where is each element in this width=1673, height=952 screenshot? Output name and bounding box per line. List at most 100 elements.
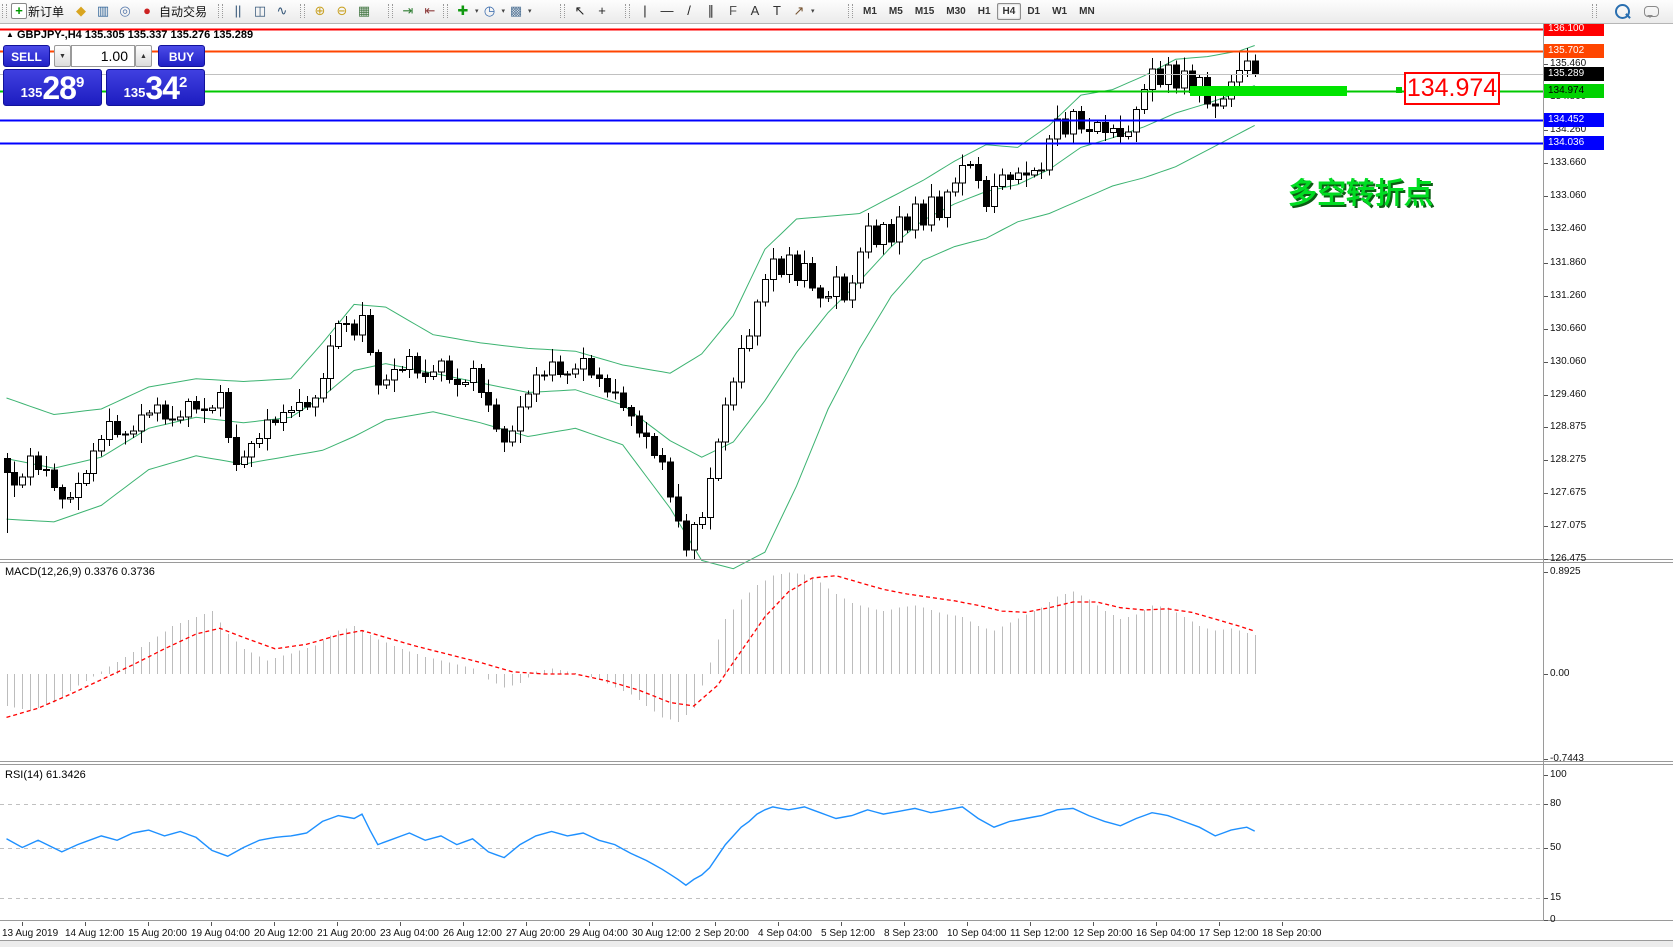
price-tick-label: 127.075 — [1543, 520, 1587, 531]
timeframe-mn[interactable]: MN — [1079, 5, 1095, 17]
timeframe-h4[interactable]: H4 — [996, 2, 1022, 20]
time-tick — [1030, 922, 1031, 926]
toolbar-group: ✚ ▾ ◷ ▾ ▩ ▾ — [443, 0, 532, 22]
time-tick — [778, 922, 779, 926]
macd-min-label: -0.7443 — [1544, 753, 1584, 764]
volume-decrease-button[interactable]: ▼ — [54, 45, 71, 67]
buy-button[interactable]: BUY — [158, 45, 205, 67]
new-order-button[interactable]: + — [11, 3, 27, 19]
zoom-in-icon[interactable]: ⊕ — [314, 3, 326, 18]
price-badge: 136.100 — [1544, 22, 1604, 36]
new-order-button-label[interactable]: 新订单 — [28, 4, 65, 19]
timeframe-m30[interactable]: M30 — [946, 5, 966, 17]
time-label: 2 Sep 20:00 — [695, 928, 749, 939]
arrows-icon-dropdown[interactable]: ▾ — [811, 8, 815, 15]
time-label: 27 Aug 20:00 — [506, 928, 565, 939]
timeframe-m5[interactable]: M5 — [888, 5, 903, 17]
time-tick — [967, 922, 968, 926]
sell-button[interactable]: SELL — [3, 45, 50, 67]
time-tick — [337, 922, 338, 926]
indicators-icon-dropdown[interactable]: ▾ — [475, 8, 479, 15]
arrows-icon[interactable]: ↗ — [793, 3, 805, 18]
time-tick — [211, 922, 212, 926]
candlestick-chart-icon[interactable]: ◫ — [253, 3, 267, 18]
autotrading-button-label[interactable]: 自动交易 — [159, 4, 208, 19]
time-label: 10 Sep 04:00 — [947, 928, 1007, 939]
price-tick-label: 129.460 — [1543, 389, 1587, 400]
autotrading-button[interactable]: ● — [143, 3, 151, 18]
timeframe-m15[interactable]: M15 — [914, 5, 935, 17]
time-label: 19 Aug 04:00 — [191, 928, 250, 939]
tile-windows-icon[interactable]: ▦ — [357, 3, 371, 18]
buy-price-big: 34 — [145, 70, 180, 106]
price-tick-label: 130.660 — [1543, 323, 1587, 334]
time-label: 17 Sep 12:00 — [1199, 928, 1259, 939]
text-icon[interactable]: A — [750, 3, 760, 18]
market-watch-icon[interactable]: ▥ — [96, 3, 110, 18]
time-tick — [904, 922, 905, 926]
time-label: 26 Aug 12:00 — [443, 928, 502, 939]
price-tick-label: 127.675 — [1543, 487, 1587, 498]
time-label: 29 Aug 04:00 — [569, 928, 628, 939]
timeframe-h1[interactable]: H1 — [977, 5, 991, 17]
price-badge: 135.289 — [1544, 67, 1604, 81]
text-label-icon[interactable]: T — [773, 3, 781, 18]
periods-icon[interactable]: ◷ — [483, 3, 496, 18]
time-tick — [1093, 922, 1094, 926]
price-badge: 135.702 — [1544, 44, 1604, 58]
time-tick — [1156, 922, 1157, 926]
price-tick-label: 132.460 — [1543, 223, 1587, 234]
timeframe-d1[interactable]: D1 — [1027, 5, 1041, 17]
zoom-out-icon[interactable]: ⊖ — [336, 3, 348, 18]
templates-icon[interactable]: ▩ — [509, 3, 523, 18]
autoscroll-icon[interactable]: ⇥ — [402, 3, 414, 18]
timeframe-m1[interactable]: M1 — [863, 5, 877, 17]
rsi-indicator-label: RSI(14) 61.3426 — [5, 769, 86, 781]
volume-increase-button[interactable]: ▲ — [135, 45, 152, 67]
time-label: 15 Aug 20:00 — [128, 928, 187, 939]
trendline-icon[interactable]: / — [687, 3, 691, 18]
horizontal-line-icon[interactable]: — — [660, 3, 674, 18]
timeframe-w1[interactable]: W1 — [1052, 5, 1068, 17]
volume-input[interactable] — [71, 45, 135, 67]
time-label: 13 Aug 2019 — [2, 928, 59, 939]
time-label: 16 Sep 04:00 — [1136, 928, 1196, 939]
ohlc-bars-icon[interactable]: || — [234, 3, 242, 18]
time-tick — [22, 922, 23, 926]
toolbar-group: + 新订单 ◆ ▥ ◎ ● 自动交易 — [2, 0, 213, 22]
trendline-endpoint-marker[interactable] — [1396, 87, 1402, 93]
chart-shift-icon[interactable]: ⇤ — [424, 3, 436, 18]
line-chart-icon[interactable]: ∿ — [276, 3, 288, 18]
sell-price-button[interactable]: 135 28 9 — [3, 69, 102, 106]
toolbar-right-group — [1592, 0, 1659, 22]
time-tick — [1282, 922, 1283, 926]
crosshair-icon[interactable]: + — [598, 3, 606, 18]
price-tick-label: 135.460 — [1543, 58, 1587, 69]
price-tick-label: 131.260 — [1543, 290, 1587, 301]
time-label: 8 Sep 23:00 — [884, 928, 938, 939]
macd-zero-label: 0.00 — [1543, 668, 1570, 679]
time-tick — [274, 922, 275, 926]
price-tick-label: 133.660 — [1543, 157, 1587, 168]
buy-price-prefix: 135 — [123, 85, 146, 100]
charts-profile-icon[interactable]: ◆ — [76, 3, 87, 18]
cursor-icon[interactable]: ↖ — [574, 3, 586, 18]
vertical-line-icon[interactable]: | — [643, 3, 647, 18]
time-tick — [589, 922, 590, 926]
toolbar-group: ⊕ ⊖ ▦ — [300, 0, 375, 22]
time-label: 30 Aug 12:00 — [632, 928, 691, 939]
buy-price-button[interactable]: 135 34 2 — [106, 69, 205, 106]
equidistant-channel-icon[interactable]: ∥ — [707, 3, 715, 18]
macd-max-label: 0.8925 — [1544, 566, 1581, 577]
collapse-triangle-icon[interactable]: ▲ — [6, 30, 14, 39]
navigator-icon[interactable]: ◎ — [119, 3, 131, 18]
chat-icon[interactable] — [1644, 5, 1659, 18]
toolbar-group: || ◫ ∿ — [218, 0, 293, 22]
periods-icon-dropdown[interactable]: ▾ — [501, 8, 506, 15]
fibonacci-icon[interactable]: F — [729, 3, 737, 18]
search-icon[interactable] — [1615, 3, 1630, 19]
templates-icon-dropdown[interactable]: ▾ — [528, 8, 532, 15]
indicators-icon[interactable]: ✚ — [457, 3, 469, 18]
